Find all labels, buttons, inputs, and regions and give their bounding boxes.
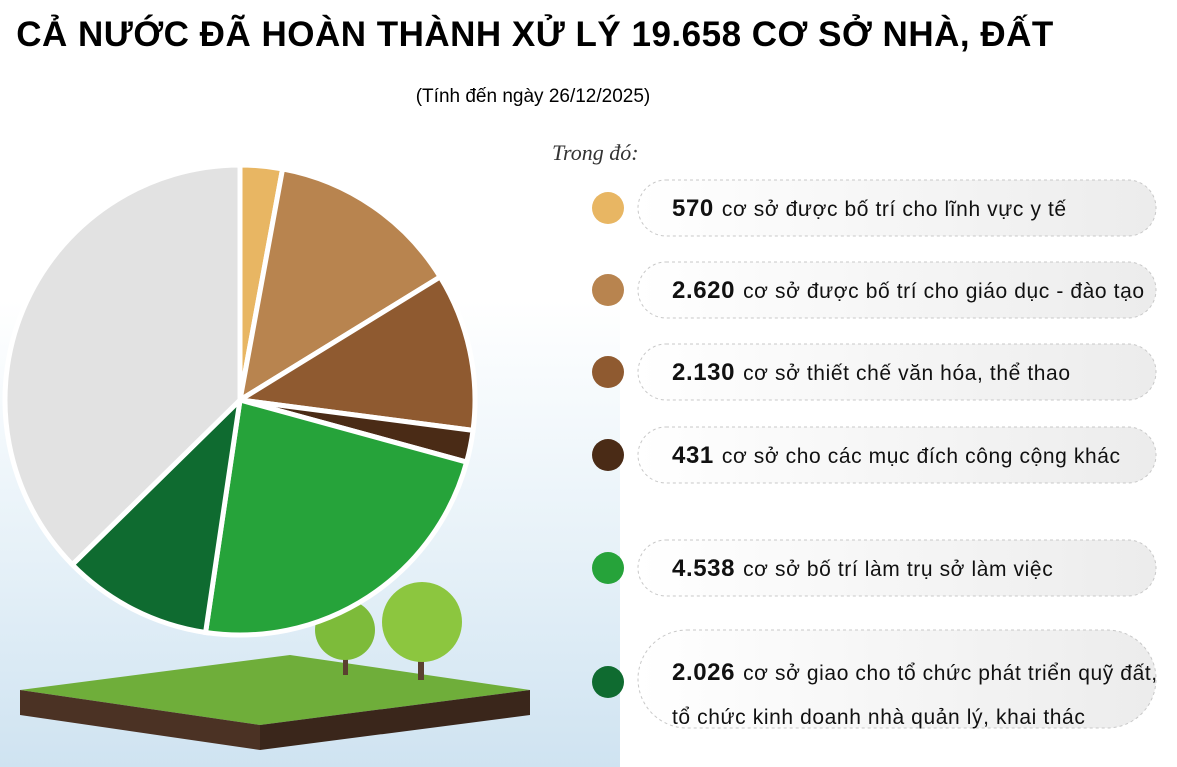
legend-value: 4.538 [672, 555, 735, 582]
grass-top [20, 655, 530, 725]
legend-label: cơ sở thiết chế văn hóa, thể thao [743, 362, 1071, 385]
legend-text: tổ chức kinh doanh nhà quản lý, khai thá… [672, 706, 1085, 729]
legend-label: cơ sở cho các mục đích công cộng khác [722, 445, 1121, 468]
legend-text: 2.620 cơ sở được bố trí cho giáo dục - đà… [672, 277, 1145, 304]
legend-pill [637, 629, 1157, 729]
soil-right [260, 690, 530, 750]
legend-pill [637, 343, 1157, 401]
legend-value: 431 [672, 442, 714, 469]
legend-label: cơ sở được bố trí cho giáo dục - đào tạo [743, 280, 1145, 303]
subtitle: (Tính đến ngày 26/12/2025) [416, 86, 651, 107]
legend-value: 2.026 [672, 659, 735, 686]
title: CẢ NƯỚC ĐÃ HOÀN THÀNH XỬ LÝ 19.658 CƠ SỞ… [16, 14, 1054, 54]
pie-slice [232, 273, 478, 434]
legend-text: 2.130 cơ sở thiết chế văn hóa, thể thao [672, 359, 1071, 386]
legend-label: cơ sở bố trí làm trụ sở làm việc [743, 558, 1053, 581]
pie [2, 162, 478, 638]
legend-swatch [592, 356, 624, 388]
legend-heading: Trong đó: [552, 140, 639, 165]
legend: 570 cơ sở được bố trí cho lĩnh vực y tế 2.… [592, 179, 1158, 729]
soil-left [20, 690, 260, 750]
legend-value: 2.130 [672, 359, 735, 386]
pie-slice [236, 165, 444, 406]
legend-label: cơ sở được bố trí cho lĩnh vực y tế [722, 198, 1067, 221]
pie-slice [202, 396, 470, 638]
legend-text: 570 cơ sở được bố trí cho lĩnh vực y tế [672, 195, 1067, 222]
legend-swatch [592, 552, 624, 584]
legend-text: 2.026 cơ sở giao cho tổ chức phát triển q… [672, 659, 1158, 686]
legend-text: 4.538 cơ sở bố trí làm trụ sở làm việc [672, 555, 1053, 582]
legend-pill [637, 426, 1157, 484]
pie-slice [68, 392, 244, 636]
legend-pill [637, 261, 1157, 319]
legend-swatch [592, 192, 624, 224]
legend-value: 2.620 [672, 277, 735, 304]
pie-slice [2, 162, 243, 569]
legend-pill [637, 179, 1157, 237]
legend-swatch [592, 666, 624, 698]
legend-value: 570 [672, 195, 714, 222]
legend-text: 431 cơ sở cho các mục đích công cộng khác [672, 442, 1121, 469]
legend-swatch [592, 274, 624, 306]
legend-swatch [592, 439, 624, 471]
legend-pill [637, 539, 1157, 597]
legend-label: cơ sở giao cho tổ chức phát triển quỹ đấ… [743, 662, 1158, 685]
legend-label: tổ chức kinh doanh nhà quản lý, khai thá… [672, 706, 1085, 729]
